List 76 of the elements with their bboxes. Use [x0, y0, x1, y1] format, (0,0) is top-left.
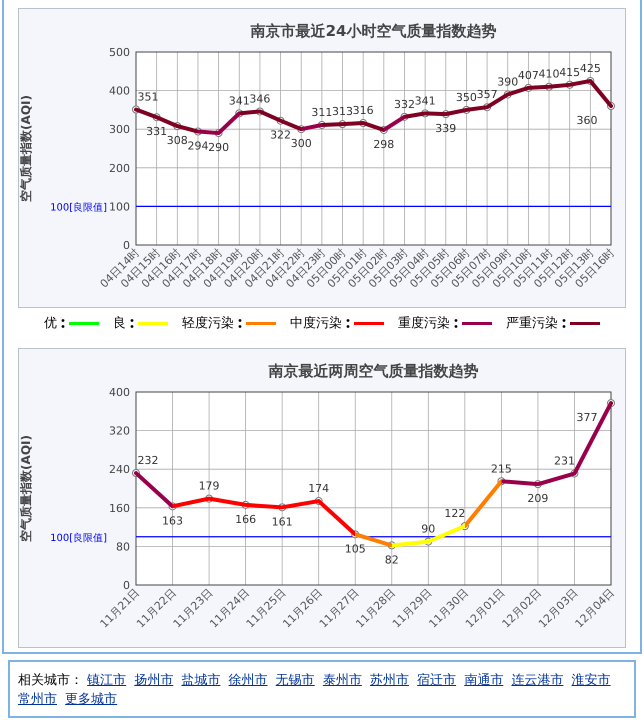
data-label: 322 — [270, 128, 292, 142]
data-label: 232 — [138, 454, 158, 468]
y-tick-label: 500 — [109, 46, 130, 59]
y-tick-label: 400 — [109, 386, 130, 399]
y-axis-title: 空气质量指数(AQI) — [19, 95, 33, 202]
text: 南通市 — [464, 673, 504, 688]
data-label: 82 — [384, 553, 399, 566]
text: 苏州市 — [370, 673, 409, 688]
category-label: 重度污染 — [398, 316, 450, 331]
y-tick-label: 400 — [109, 84, 130, 98]
data-label: 410 — [538, 68, 560, 81]
y-tick-label: 0 — [123, 239, 130, 252]
data-label: 300 — [290, 137, 312, 150]
text: 无锡市 — [276, 673, 315, 688]
data-label: 390 — [497, 75, 518, 88]
chart-title: 南京最近两周空气质量指数趋势 — [268, 362, 478, 380]
data-label: 161 — [272, 515, 293, 528]
y-tick-label: 200 — [109, 162, 130, 175]
y-tick-label: 320 — [109, 424, 130, 438]
category-label: 严重污染 — [506, 316, 558, 331]
ref-line-label: 100[良限值] — [50, 201, 108, 214]
y-tick-label: 300 — [109, 123, 130, 136]
text: 连云港市 — [511, 673, 564, 688]
data-label: 331 — [146, 125, 168, 138]
data-label: 163 — [162, 514, 184, 528]
text: 盐城市 — [181, 673, 220, 688]
category-label: 中度污染 — [290, 316, 342, 331]
data-label: 215 — [490, 462, 512, 476]
ref-line-label: 100[良限值] — [50, 532, 108, 544]
data-label: 350 — [456, 90, 477, 104]
data-label: 415 — [559, 66, 580, 79]
data-label: 341 — [228, 94, 250, 108]
data-label: 105 — [344, 542, 366, 556]
data-label: 90 — [421, 522, 436, 536]
text: 扬州市 — [134, 673, 174, 688]
text: 淮安市 — [572, 673, 611, 688]
data-label: 316 — [352, 104, 374, 118]
data-label: 341 — [414, 94, 436, 108]
data-label: 407 — [518, 68, 539, 82]
data-label: 332 — [394, 98, 415, 111]
data-label: 294 — [187, 140, 208, 153]
chart-title: 南京市最近24小时空气质量指数趋势 — [250, 22, 496, 40]
category-label: 良 — [113, 316, 126, 331]
data-label: 179 — [198, 480, 220, 493]
data-label: 308 — [166, 134, 188, 148]
data-label: 425 — [580, 62, 601, 75]
data-label: 339 — [435, 122, 456, 136]
data-label: 346 — [249, 92, 270, 106]
text: 更多城市 — [65, 692, 118, 707]
text: 镇江市 — [87, 673, 126, 688]
text: 相关城市： — [18, 673, 83, 688]
data-label: 174 — [308, 482, 330, 496]
category-label: 轻度污染 — [182, 316, 234, 331]
data-label: 377 — [576, 411, 598, 424]
y-tick-label: 100 — [109, 200, 130, 214]
text: 泰州市 — [322, 673, 362, 688]
category-label: 优 — [44, 316, 57, 331]
data-label: 290 — [208, 141, 230, 154]
data-label: 313 — [332, 105, 354, 118]
data-label: 311 — [311, 106, 332, 119]
data-label: 351 — [138, 90, 158, 104]
y-tick-label: 80 — [116, 540, 130, 554]
text: 徐州市 — [228, 673, 268, 688]
data-label: 298 — [373, 138, 394, 151]
data-label: 209 — [527, 492, 548, 506]
data-label: 231 — [554, 454, 575, 468]
text: 宿迁市 — [417, 673, 456, 688]
data-label: 360 — [576, 114, 598, 128]
data-label: 122 — [444, 507, 466, 520]
data-label: 357 — [476, 88, 498, 102]
text: 常州市 — [18, 692, 57, 707]
y-tick-label: 0 — [123, 579, 130, 592]
y-axis-title: 空气质量指数(AQI) — [19, 435, 33, 542]
data-label: 166 — [235, 512, 256, 526]
y-tick-label: 240 — [109, 463, 130, 476]
y-tick-label: 160 — [109, 502, 130, 515]
